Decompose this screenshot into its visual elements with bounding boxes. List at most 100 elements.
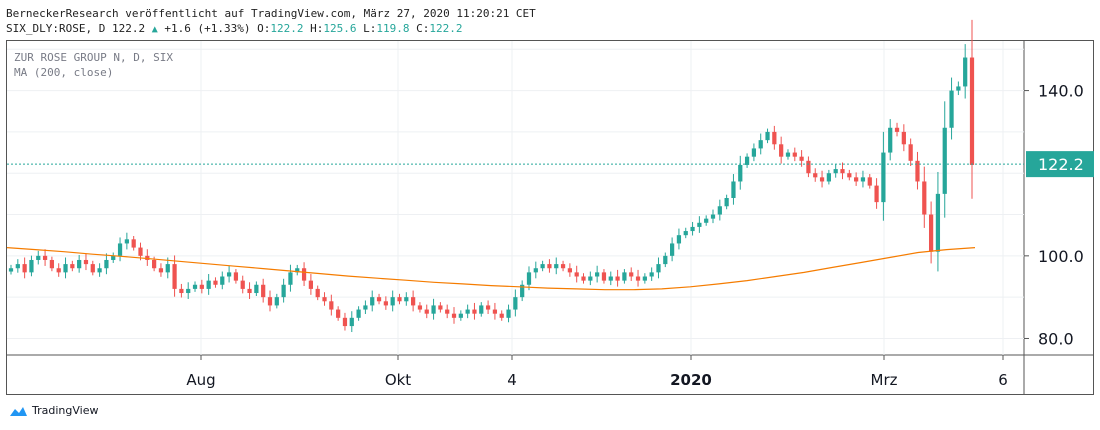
candle-body	[963, 57, 968, 87]
candle-body	[104, 259, 109, 269]
candle-body	[567, 268, 572, 273]
candle-body	[49, 259, 55, 269]
candle-body	[547, 264, 552, 269]
chart-pane[interactable]	[6, 40, 1094, 395]
candle	[547, 259, 552, 273]
candle	[499, 310, 504, 321]
candle	[670, 237, 675, 262]
candle-body	[179, 288, 184, 294]
candle	[29, 255, 34, 277]
candle	[451, 307, 457, 324]
candle-body	[710, 214, 716, 219]
candle-body	[77, 259, 82, 269]
candle-body	[438, 305, 443, 310]
candle	[915, 151, 920, 190]
candle	[588, 271, 593, 286]
candle-body	[165, 264, 170, 273]
candle	[15, 259, 20, 273]
candle	[697, 216, 702, 233]
candle	[956, 81, 961, 96]
candle	[458, 310, 463, 321]
candle	[867, 174, 872, 189]
candle-body	[560, 264, 566, 269]
candle-body	[233, 272, 239, 281]
candle	[751, 143, 757, 162]
price-axis[interactable]: 80.0 100.0 140.0 122.2	[1024, 82, 1094, 349]
candle-body	[642, 276, 647, 281]
candle-body	[8, 268, 14, 272]
time-axis[interactable]: Aug Okt 4 2020 Mrz 6	[186, 355, 1008, 389]
tradingview-logo[interactable]: TradingView	[8, 404, 98, 417]
candle	[145, 249, 150, 266]
candle-body	[744, 156, 750, 165]
candle	[42, 249, 48, 266]
candle	[172, 255, 177, 297]
candle-body	[520, 284, 525, 298]
candle	[240, 275, 245, 294]
candle	[479, 302, 484, 317]
candle	[595, 265, 600, 283]
candle-body	[574, 272, 579, 277]
candle-body	[281, 284, 286, 298]
candle-body	[888, 127, 893, 153]
grid-lines	[7, 41, 1093, 394]
candle	[806, 156, 811, 178]
candle-body	[158, 268, 164, 273]
candle-body	[397, 297, 402, 302]
candle	[560, 260, 566, 272]
candle	[104, 253, 109, 275]
candle-body	[513, 297, 518, 310]
last-price-label: 122.2	[1038, 155, 1084, 174]
candle-body	[485, 305, 491, 310]
candle	[8, 264, 14, 275]
candle	[213, 277, 218, 288]
candle	[233, 269, 239, 284]
candle	[342, 312, 348, 331]
candle-body	[83, 259, 89, 265]
candle-body	[152, 259, 157, 269]
candle-body	[90, 264, 95, 273]
candle	[117, 237, 123, 262]
candle	[424, 304, 429, 319]
candle	[199, 279, 204, 294]
candle-body	[670, 243, 675, 256]
candle	[874, 178, 879, 209]
candle	[356, 306, 361, 321]
candle-body	[445, 309, 450, 314]
candle	[963, 44, 968, 99]
high-label: H:	[310, 22, 324, 35]
candle-body	[874, 185, 879, 203]
open-label: O:	[257, 22, 271, 35]
candle	[894, 122, 900, 137]
candle	[601, 269, 607, 284]
candle	[731, 174, 736, 205]
candle-body	[554, 264, 559, 269]
candle-body	[254, 284, 259, 294]
candle	[56, 263, 61, 277]
candle-body	[172, 264, 177, 289]
candle	[22, 257, 27, 279]
close-label: C:	[416, 22, 430, 35]
candle	[717, 199, 722, 221]
candle-body	[342, 317, 348, 327]
candle	[629, 267, 634, 281]
candle	[928, 201, 934, 264]
candle	[567, 263, 572, 277]
tradingview-cloud-icon	[10, 406, 27, 416]
candle-body	[363, 305, 368, 310]
candle-body	[206, 280, 211, 289]
candle-body	[792, 152, 797, 157]
candle-body	[785, 152, 791, 157]
candle	[97, 263, 102, 277]
candles	[8, 19, 975, 333]
candle	[744, 153, 750, 168]
x-tick-label: 2020	[670, 371, 712, 389]
candle-body	[63, 264, 68, 273]
candle	[288, 264, 293, 292]
candle	[336, 306, 341, 321]
candle-body	[186, 288, 191, 294]
candle	[690, 221, 695, 236]
candle	[935, 171, 941, 272]
candle	[206, 274, 211, 295]
